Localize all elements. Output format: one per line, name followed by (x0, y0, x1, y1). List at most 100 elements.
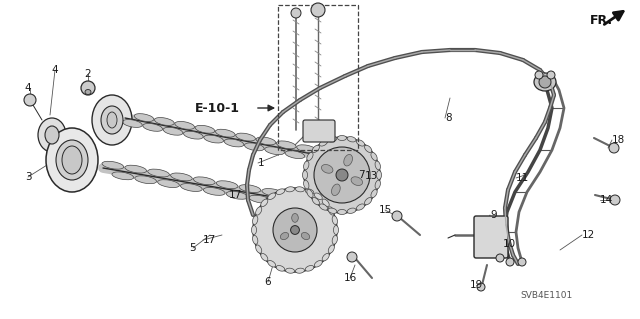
Text: 15: 15 (378, 205, 392, 215)
Ellipse shape (134, 114, 154, 122)
Ellipse shape (303, 161, 309, 170)
Ellipse shape (260, 253, 268, 261)
Text: 7: 7 (358, 170, 365, 180)
Circle shape (314, 147, 370, 203)
Ellipse shape (285, 187, 294, 192)
Ellipse shape (337, 210, 346, 214)
Ellipse shape (280, 233, 289, 240)
Ellipse shape (314, 260, 323, 267)
Ellipse shape (276, 265, 285, 271)
Ellipse shape (312, 145, 319, 152)
Ellipse shape (107, 112, 117, 128)
Ellipse shape (226, 191, 248, 199)
Circle shape (496, 254, 504, 262)
Ellipse shape (375, 180, 380, 189)
Ellipse shape (297, 145, 316, 153)
FancyBboxPatch shape (474, 216, 508, 258)
Ellipse shape (216, 181, 238, 189)
Ellipse shape (272, 199, 294, 207)
Circle shape (347, 252, 357, 262)
Ellipse shape (268, 260, 276, 267)
Text: FR.: FR. (590, 13, 613, 26)
Ellipse shape (204, 188, 225, 195)
Text: 10: 10 (503, 239, 516, 249)
Ellipse shape (328, 208, 337, 213)
Ellipse shape (276, 141, 296, 149)
Ellipse shape (328, 245, 334, 253)
Ellipse shape (294, 203, 316, 211)
Ellipse shape (365, 197, 372, 205)
Text: 12: 12 (582, 230, 595, 240)
Circle shape (304, 137, 380, 213)
Ellipse shape (292, 213, 298, 222)
Ellipse shape (305, 189, 314, 195)
Ellipse shape (371, 152, 377, 160)
Ellipse shape (307, 152, 313, 160)
Ellipse shape (216, 129, 235, 137)
Text: 4: 4 (52, 65, 58, 75)
Ellipse shape (332, 216, 337, 225)
Circle shape (253, 188, 337, 272)
Text: 17: 17 (203, 235, 216, 245)
Ellipse shape (285, 192, 307, 200)
FancyBboxPatch shape (303, 120, 335, 142)
Text: 13: 13 (365, 171, 378, 181)
Ellipse shape (262, 189, 284, 197)
Ellipse shape (92, 95, 132, 145)
Ellipse shape (163, 127, 183, 135)
Ellipse shape (351, 177, 362, 185)
Ellipse shape (195, 125, 215, 133)
Ellipse shape (322, 253, 329, 261)
Ellipse shape (184, 131, 203, 139)
Ellipse shape (333, 226, 339, 234)
Ellipse shape (260, 199, 268, 207)
Ellipse shape (347, 137, 356, 142)
Ellipse shape (239, 185, 260, 192)
Text: 5: 5 (189, 243, 196, 253)
Ellipse shape (255, 207, 262, 215)
Ellipse shape (332, 184, 340, 196)
Text: 19: 19 (469, 280, 483, 290)
Ellipse shape (148, 169, 170, 177)
Ellipse shape (319, 204, 328, 210)
Ellipse shape (62, 146, 82, 174)
Text: SVB4E1101: SVB4E1101 (520, 291, 572, 300)
Ellipse shape (285, 151, 305, 159)
Ellipse shape (253, 216, 258, 225)
Ellipse shape (276, 189, 285, 195)
Ellipse shape (285, 268, 294, 273)
Text: 3: 3 (25, 172, 31, 182)
Ellipse shape (534, 73, 556, 91)
Ellipse shape (375, 161, 380, 170)
Text: 6: 6 (265, 277, 271, 287)
Ellipse shape (376, 170, 381, 180)
Circle shape (506, 258, 514, 266)
Ellipse shape (180, 184, 202, 191)
Ellipse shape (204, 135, 223, 143)
Text: 8: 8 (445, 113, 452, 123)
Circle shape (477, 283, 485, 291)
Ellipse shape (303, 170, 307, 180)
Text: 2: 2 (84, 69, 92, 79)
Bar (278, 5, 358, 150)
Ellipse shape (236, 133, 255, 141)
Circle shape (273, 208, 317, 252)
Ellipse shape (322, 199, 329, 207)
Ellipse shape (125, 165, 147, 173)
Ellipse shape (328, 207, 334, 215)
Ellipse shape (296, 187, 305, 192)
Ellipse shape (319, 140, 328, 146)
Ellipse shape (314, 193, 323, 200)
Ellipse shape (154, 118, 174, 125)
Circle shape (311, 3, 325, 17)
Ellipse shape (46, 128, 98, 192)
Ellipse shape (365, 145, 372, 152)
Ellipse shape (337, 136, 346, 140)
Ellipse shape (175, 122, 195, 129)
Ellipse shape (122, 120, 142, 127)
Ellipse shape (252, 226, 257, 234)
Ellipse shape (102, 161, 124, 169)
Ellipse shape (101, 106, 123, 134)
Text: 1: 1 (258, 158, 264, 168)
Ellipse shape (268, 193, 276, 200)
